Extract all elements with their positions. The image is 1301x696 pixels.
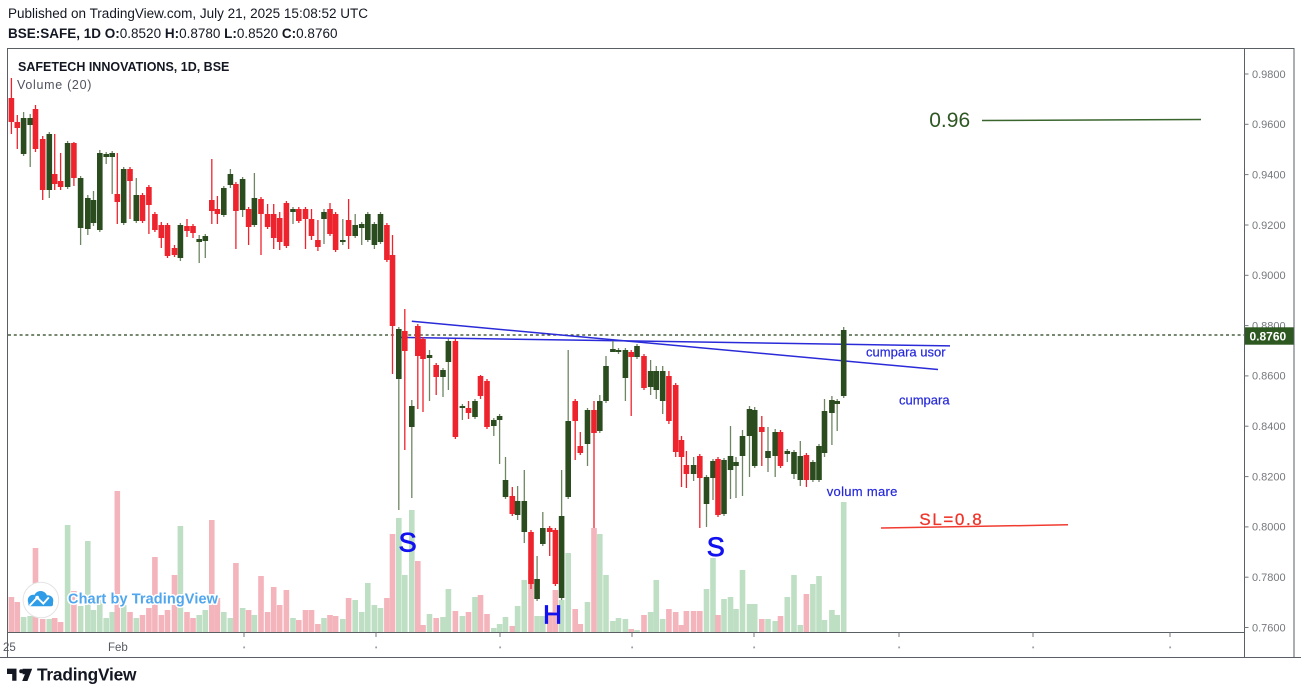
svg-text:0.9400: 0.9400 — [1252, 169, 1286, 181]
svg-text:S: S — [707, 532, 725, 562]
svg-text:TradingView: TradingView — [37, 665, 137, 685]
svg-text:BSE:SAFE, 1D O:0.8520 H:0.878: BSE:SAFE, 1D O:0.8520 H:0.8780 L:0.8520 … — [8, 26, 337, 41]
svg-text:0.9600: 0.9600 — [1252, 119, 1286, 131]
svg-text:0.9200: 0.9200 — [1252, 220, 1286, 232]
svg-text:Chart by TradingView: Chart by TradingView — [68, 592, 219, 608]
svg-text:0.8200: 0.8200 — [1252, 471, 1286, 483]
svg-text:0.96: 0.96 — [929, 109, 970, 132]
svg-text:cumpara usor: cumpara usor — [866, 345, 946, 360]
svg-text:25: 25 — [3, 642, 16, 654]
svg-text:Volume (20): Volume (20) — [17, 78, 92, 92]
svg-text:cumpara: cumpara — [899, 393, 950, 408]
svg-text:0.9000: 0.9000 — [1252, 270, 1286, 282]
svg-text:0.8400: 0.8400 — [1252, 421, 1286, 433]
svg-text:0.8600: 0.8600 — [1252, 371, 1286, 383]
svg-text:Published on TradingView.com,: Published on TradingView.com, July 21, 2… — [8, 6, 368, 21]
svg-text:0.9800: 0.9800 — [1252, 69, 1286, 81]
svg-text:Feb: Feb — [108, 642, 128, 654]
svg-text:0.8760: 0.8760 — [1250, 330, 1287, 344]
svg-text:H: H — [543, 600, 562, 630]
svg-text:0.7600: 0.7600 — [1252, 622, 1286, 634]
svg-text:SAFETECH INNOVATIONS, 1D, BSE: SAFETECH INNOVATIONS, 1D, BSE — [18, 60, 229, 74]
svg-text:S: S — [399, 528, 417, 558]
svg-text:volum mare: volum mare — [827, 484, 898, 499]
svg-text:0.7800: 0.7800 — [1252, 572, 1286, 584]
svg-text:0.8000: 0.8000 — [1252, 522, 1286, 534]
svg-text:SL=0.8: SL=0.8 — [919, 510, 983, 529]
